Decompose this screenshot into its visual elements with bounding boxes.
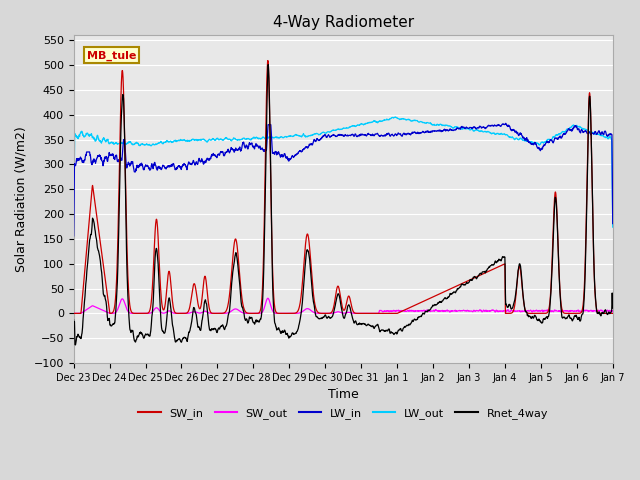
SW_in: [70, 311, 77, 316]
LW_out: [495, 131, 502, 137]
LW_in: [609, 221, 616, 227]
Rnet_4way: [593, 311, 601, 316]
SW_out: [264, 295, 271, 301]
SW_out: [97, 307, 105, 312]
Rnet_4way: [594, 310, 602, 316]
LW_out: [593, 131, 601, 137]
Text: MB_tule: MB_tule: [87, 50, 136, 60]
LW_in: [593, 131, 601, 137]
LW_out: [609, 224, 616, 230]
SW_out: [609, 309, 616, 314]
LW_out: [317, 131, 325, 136]
SW_in: [593, 309, 601, 314]
LW_in: [317, 135, 325, 141]
SW_in: [609, 311, 616, 316]
SW_in: [332, 290, 340, 296]
SW_out: [593, 308, 601, 314]
LW_in: [494, 122, 502, 128]
SW_out: [593, 308, 601, 314]
Rnet_4way: [318, 315, 326, 321]
SW_out: [495, 309, 502, 314]
Legend: SW_in, SW_out, LW_in, LW_out, Rnet_4way: SW_in, SW_out, LW_in, LW_out, Rnet_4way: [134, 403, 552, 423]
LW_in: [332, 134, 340, 140]
Rnet_4way: [333, 297, 340, 302]
SW_out: [332, 309, 340, 315]
LW_out: [593, 132, 601, 137]
LW_out: [70, 220, 77, 226]
Rnet_4way: [97, 268, 105, 274]
LW_out: [392, 114, 399, 120]
Line: LW_in: LW_in: [74, 123, 612, 236]
SW_in: [495, 264, 502, 270]
Title: 4-Way Radiometer: 4-Way Radiometer: [273, 15, 414, 30]
LW_in: [70, 233, 77, 239]
Line: Rnet_4way: Rnet_4way: [74, 65, 612, 345]
X-axis label: Time: Time: [328, 388, 358, 401]
Rnet_4way: [495, 256, 502, 262]
Y-axis label: Solar Radiation (W/m2): Solar Radiation (W/m2): [15, 126, 28, 272]
Rnet_4way: [72, 342, 79, 348]
SW_in: [318, 311, 326, 316]
Rnet_4way: [70, 317, 77, 323]
LW_in: [593, 131, 601, 136]
LW_in: [502, 120, 509, 126]
LW_out: [332, 127, 340, 133]
Line: LW_out: LW_out: [74, 117, 612, 227]
Line: SW_out: SW_out: [74, 298, 612, 313]
LW_out: [97, 139, 105, 144]
LW_in: [97, 157, 105, 163]
SW_in: [97, 246, 105, 252]
Line: SW_in: SW_in: [74, 60, 612, 313]
SW_out: [70, 311, 77, 316]
Rnet_4way: [609, 305, 616, 311]
SW_in: [593, 308, 601, 314]
SW_out: [318, 311, 326, 316]
Rnet_4way: [264, 62, 272, 68]
SW_in: [264, 58, 271, 63]
